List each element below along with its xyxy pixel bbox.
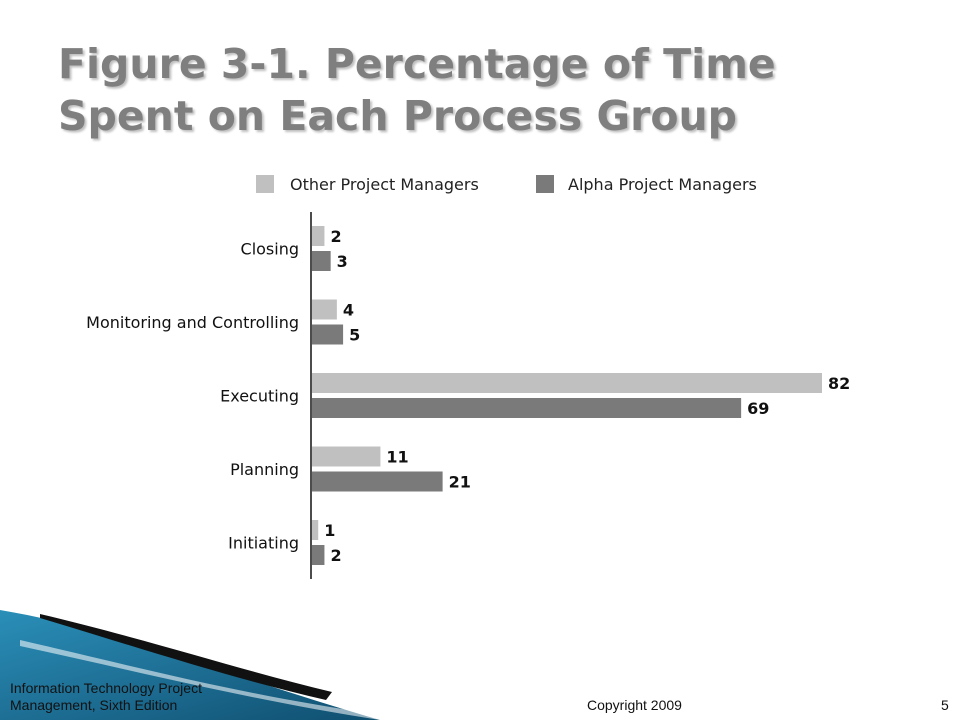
legend-label-other-project-managers: Other Project Managers — [290, 175, 479, 194]
value-label-alpha-project-managers-initiating: 2 — [330, 546, 341, 565]
bar-alpha-project-managers-initiating — [312, 545, 325, 565]
value-label-alpha-project-managers-monitoring-and-controlling: 5 — [349, 326, 360, 345]
process-group-bar-chart: Other Project Managers Alpha Project Mana… — [86, 175, 850, 579]
blue-swoosh-shape — [0, 610, 380, 720]
category-label-monitoring-and-controlling: Monitoring and Controlling — [86, 313, 299, 332]
category-label-executing: Executing — [220, 387, 299, 406]
bar-other-project-managers-closing — [312, 226, 325, 246]
bar-other-project-managers-initiating — [312, 520, 319, 540]
legend-label-alpha-project-managers: Alpha Project Managers — [568, 175, 757, 194]
category-label-closing: Closing — [241, 240, 299, 259]
value-label-other-project-managers-executing: 82 — [828, 374, 850, 393]
page-number: 5 — [941, 697, 949, 713]
bar-alpha-project-managers-closing — [312, 251, 331, 271]
footer-copyright: Copyright 2009 — [587, 697, 682, 713]
slide-title: Figure 3-1. Percentage of Time Spent on … — [58, 40, 776, 140]
footer-book-title: Information Technology Project Managemen… — [10, 680, 202, 713]
value-label-other-project-managers-planning: 11 — [386, 448, 408, 467]
bar-other-project-managers-planning — [312, 446, 381, 467]
footer-swoosh-decoration — [0, 610, 420, 720]
value-label-alpha-project-managers-executing: 69 — [747, 399, 769, 418]
value-label-other-project-managers-initiating: 1 — [324, 521, 335, 540]
bar-alpha-project-managers-planning — [312, 471, 443, 492]
bar-other-project-managers-executing — [312, 373, 822, 393]
bar-alpha-project-managers-executing — [312, 398, 742, 418]
value-label-alpha-project-managers-planning: 21 — [449, 473, 471, 492]
value-label-other-project-managers-monitoring-and-controlling: 4 — [343, 301, 354, 320]
category-label-planning: Planning — [230, 460, 299, 479]
category-label-initiating: Initiating — [228, 534, 299, 553]
black-swoosh-line — [40, 614, 332, 700]
value-label-alpha-project-managers-closing: 3 — [337, 252, 348, 271]
bar-alpha-project-managers-monitoring-and-controlling — [312, 324, 344, 345]
bar-other-project-managers-monitoring-and-controlling — [312, 299, 337, 320]
legend-swatch-other-project-managers — [256, 175, 274, 193]
legend-swatch-alpha-project-managers — [536, 175, 554, 193]
value-label-other-project-managers-closing: 2 — [330, 227, 341, 246]
